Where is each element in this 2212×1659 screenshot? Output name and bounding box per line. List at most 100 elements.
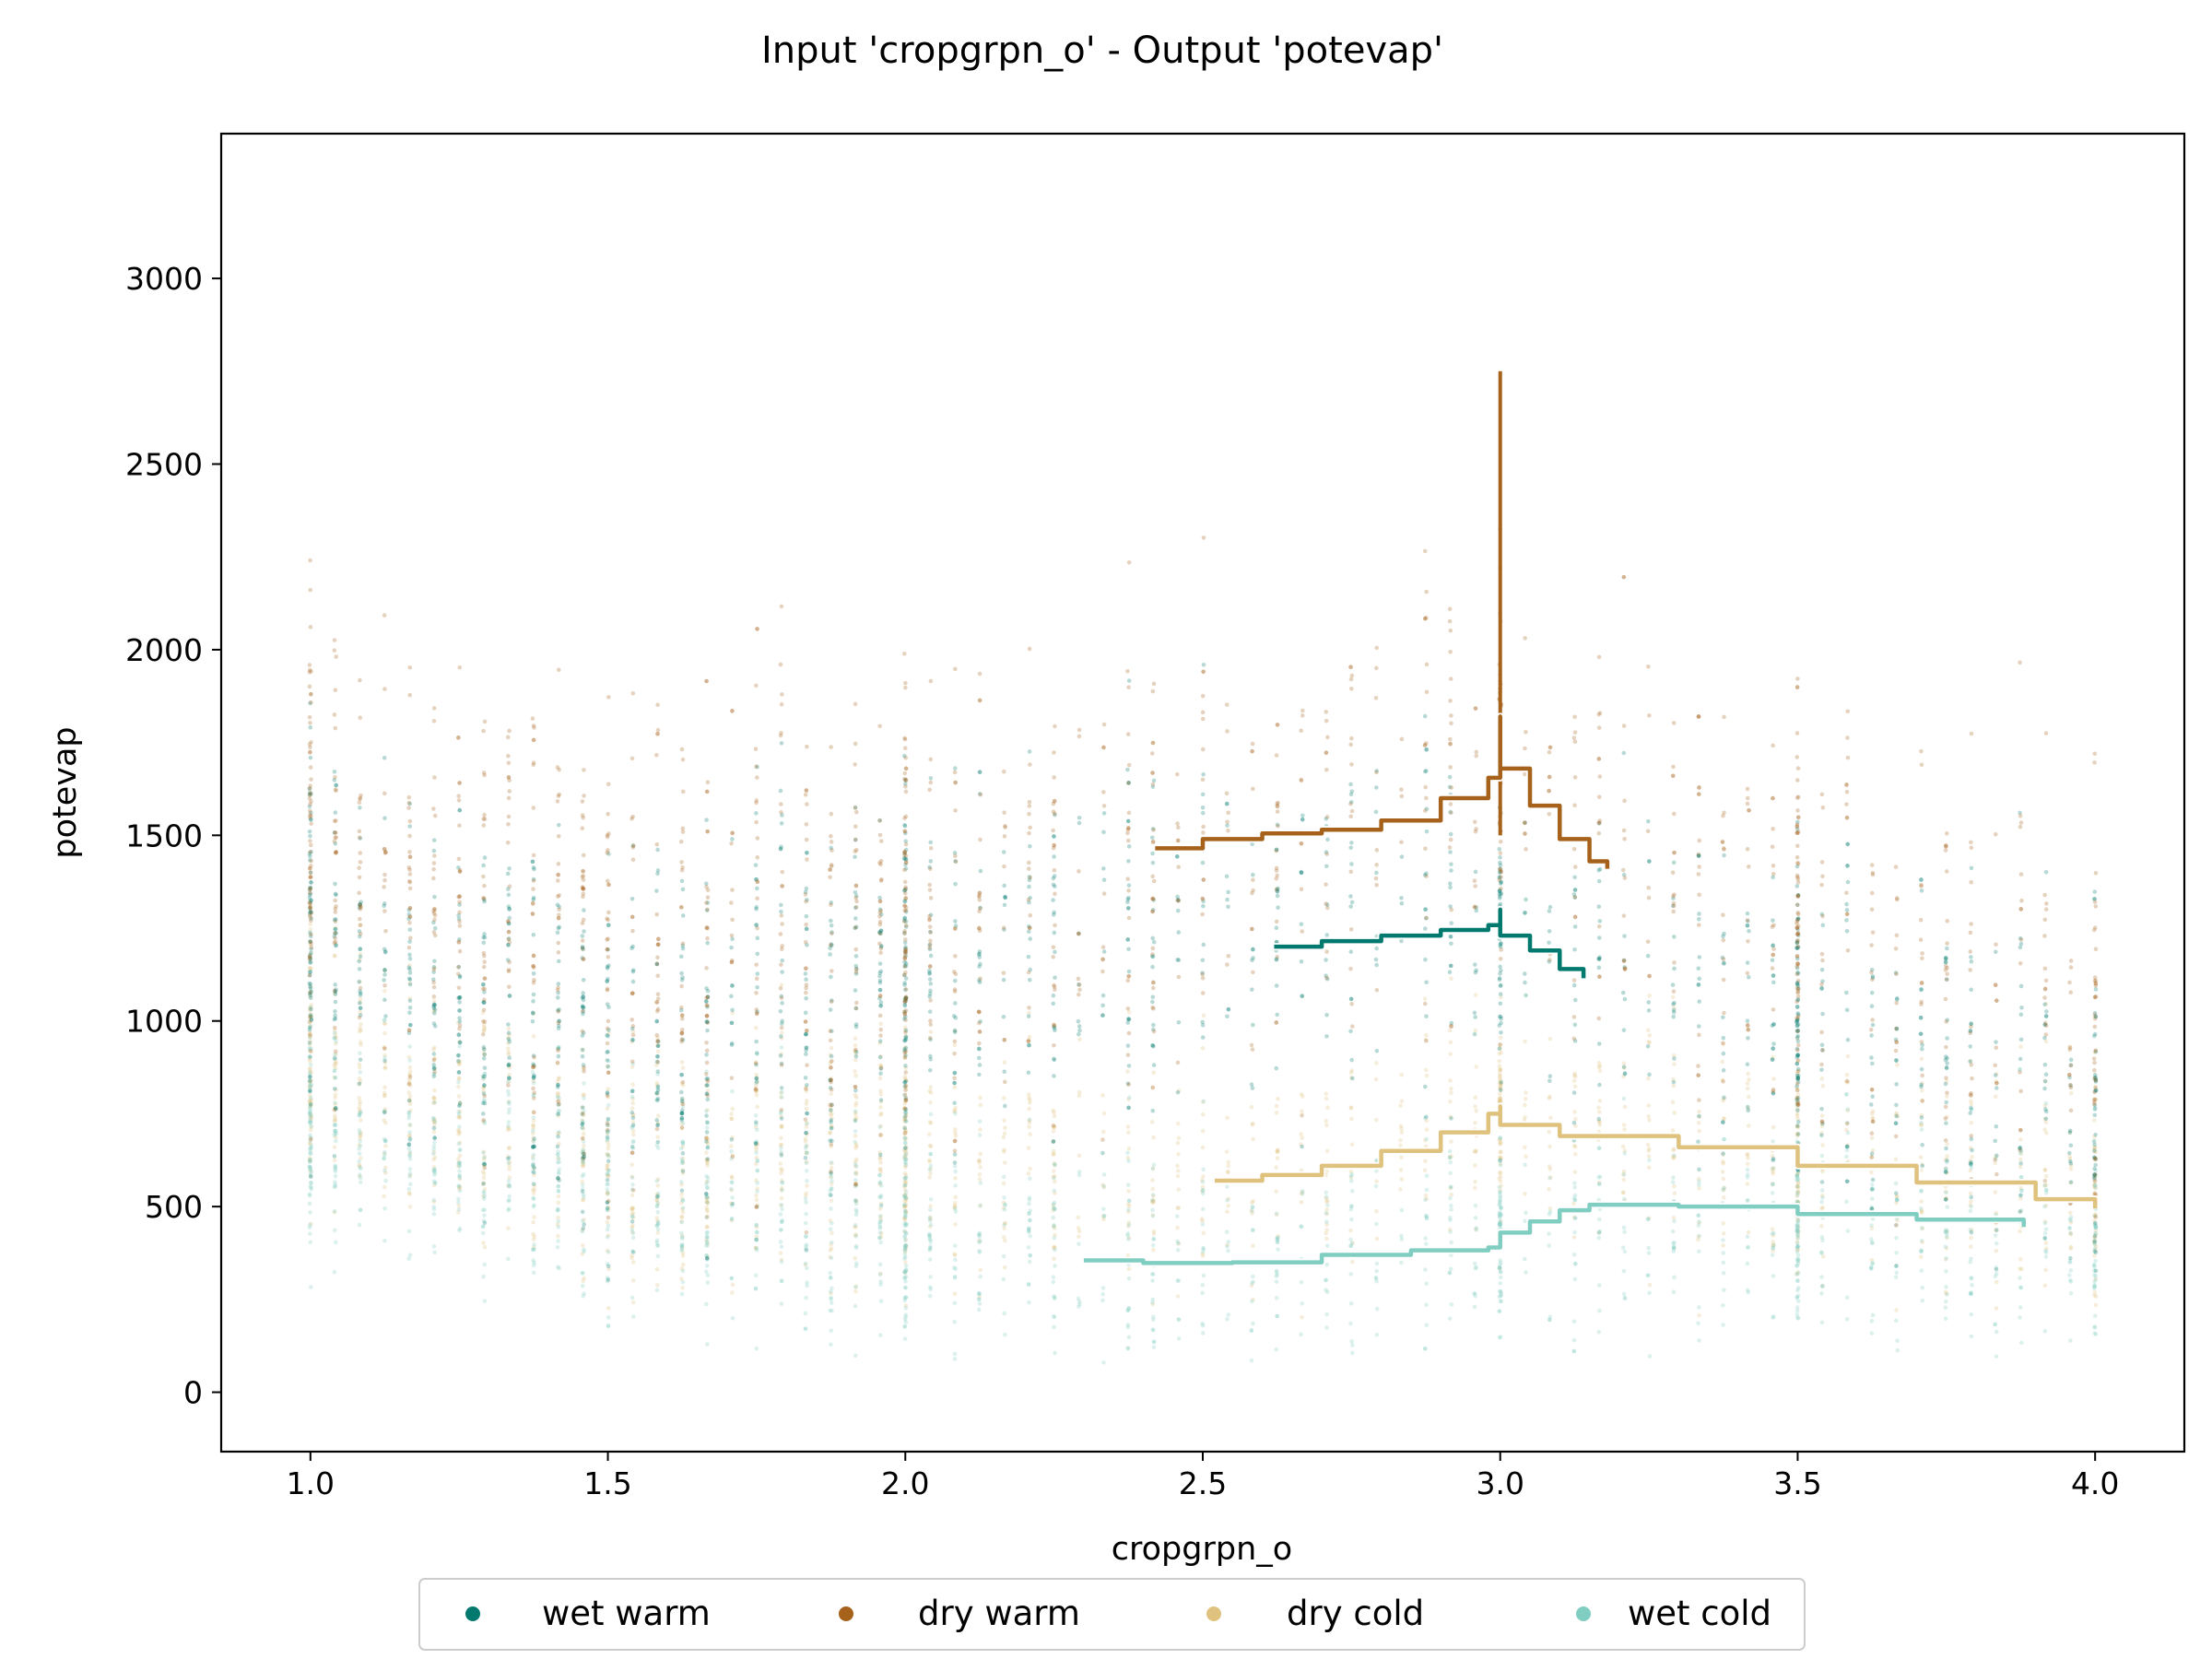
scatter-point (382, 997, 387, 1003)
scatter-point (1844, 1295, 1850, 1300)
scatter-point (853, 1118, 858, 1124)
scatter-point (1572, 1073, 1577, 1077)
scatter-point (704, 1083, 709, 1088)
scatter-point (1125, 1231, 1131, 1236)
scatter-point (1498, 1210, 1502, 1215)
scatter-point (606, 1191, 611, 1196)
scatter-point (308, 1035, 312, 1040)
scatter-point (359, 1110, 363, 1114)
scatter-point (1794, 1134, 1800, 1138)
scatter-point (1175, 1173, 1181, 1179)
scatter-point (556, 1189, 561, 1194)
scatter-point (1970, 1283, 1974, 1288)
scatter-point (1077, 1241, 1081, 1246)
scatter-point (1275, 1313, 1279, 1319)
scatter-point (1224, 874, 1230, 879)
scatter-point (308, 1112, 313, 1116)
scatter-point (804, 1150, 809, 1155)
scatter-point (309, 880, 313, 885)
scatter-point (531, 1170, 536, 1175)
scatter-point (704, 1136, 710, 1141)
scatter-point (1794, 884, 1800, 888)
scatter-point (1250, 1280, 1254, 1286)
scatter-point (431, 1052, 437, 1056)
scatter-point (308, 1062, 313, 1067)
scatter-point (830, 1240, 834, 1245)
scatter-point (307, 1056, 312, 1062)
scatter-point (1571, 1078, 1577, 1083)
scatter-point (655, 1123, 660, 1128)
scatter-point (407, 1058, 412, 1064)
scatter-point (333, 1065, 338, 1071)
scatter-point (1819, 1250, 1824, 1255)
scatter-point (456, 1127, 461, 1133)
scatter-point (407, 1205, 413, 1209)
scatter-point (1299, 922, 1304, 927)
scatter-point (829, 1091, 833, 1097)
scatter-point (1348, 1105, 1354, 1110)
scatter-point (1449, 1240, 1454, 1245)
scatter-point (1621, 1177, 1627, 1182)
scatter-point (432, 1120, 437, 1124)
scatter-point (1919, 1199, 1924, 1204)
plot-area (307, 371, 2100, 1365)
scatter-point (581, 1226, 586, 1230)
scatter-point (1572, 888, 1578, 892)
scatter-point (705, 1028, 710, 1033)
scatter-point (1845, 1108, 1851, 1113)
scatter-point (1003, 1103, 1007, 1109)
scatter-point (902, 1187, 908, 1193)
scatter-point (828, 1174, 833, 1180)
scatter-point (382, 1184, 387, 1190)
scatter-point (1819, 1291, 1824, 1296)
scatter-point (928, 1151, 934, 1157)
scatter-point (1670, 1180, 1676, 1184)
scatter-point (1028, 936, 1033, 941)
scatter-point (556, 1082, 560, 1088)
scatter-point (1051, 898, 1055, 902)
scatter-point (1994, 1266, 1999, 1272)
scatter-point (654, 1118, 660, 1123)
scatter-point (1720, 1059, 1725, 1065)
scatter-point (1894, 1113, 1900, 1119)
scatter-point (1076, 1226, 1081, 1230)
scatter-point (1299, 870, 1304, 876)
scatter-point (1200, 1023, 1206, 1028)
scatter-point (978, 1204, 982, 1208)
scatter-point (1051, 1169, 1056, 1173)
scatter-point (1596, 1230, 1602, 1235)
scatter-point (1795, 1039, 1801, 1044)
scatter-point (1720, 1170, 1725, 1174)
scatter-point (1994, 1306, 1999, 1311)
scatter-point (1969, 865, 1974, 871)
scatter-point (1722, 1136, 1726, 1142)
scatter-point (630, 1100, 635, 1106)
scatter-point (1994, 1124, 1999, 1129)
scatter-point (507, 1175, 512, 1180)
scatter-point (1052, 1074, 1056, 1078)
scatter-point (2042, 1062, 2048, 1067)
scatter-point (1794, 1305, 1800, 1310)
scatter-point (406, 1079, 412, 1085)
scatter-point (927, 1237, 933, 1242)
scatter-point (1795, 1225, 1801, 1230)
scatter-point (903, 1202, 909, 1206)
scatter-point (977, 1046, 982, 1052)
scatter-point (1795, 1183, 1800, 1189)
scatter-point (804, 1265, 809, 1271)
scatter-point (1523, 1102, 1527, 1108)
scatter-point (878, 1240, 883, 1245)
scatter-point (1126, 1335, 1132, 1340)
scatter-point (1474, 1148, 1478, 1153)
scatter-point (853, 1224, 857, 1230)
scatter-point (1794, 1240, 1800, 1245)
scatter-point (927, 1218, 933, 1223)
scatter-point (928, 1171, 933, 1176)
scatter-point (2093, 1228, 2099, 1233)
scatter-point (1473, 1120, 1477, 1125)
scatter-point (1697, 976, 1701, 982)
scatter-point (505, 1127, 511, 1133)
scatter-point (829, 1053, 834, 1059)
scatter-point (853, 1048, 858, 1053)
scatter-point (455, 1210, 461, 1215)
